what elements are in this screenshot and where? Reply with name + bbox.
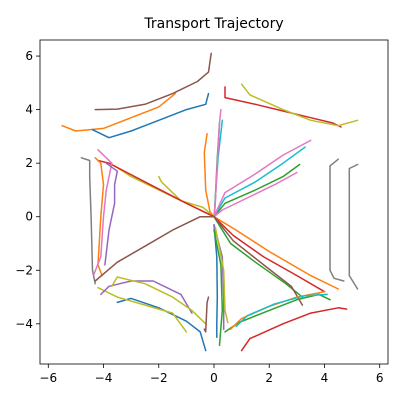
trajectory-line-18 <box>94 157 105 277</box>
trajectory-line-37 <box>240 307 348 352</box>
trajectory-line-17 <box>80 157 96 285</box>
trajectory-line-2 <box>61 92 177 132</box>
trajectory-line-30 <box>100 280 193 314</box>
trajectory-line-19 <box>93 149 113 276</box>
trajectory-line-21 <box>94 215 215 282</box>
x-axis: −6 −4 −2 0 2 4 6 <box>39 364 384 385</box>
x-tick-label: 4 <box>321 371 329 385</box>
trajectory-line-1 <box>94 52 212 111</box>
trajectory-line-40 <box>235 293 328 328</box>
trajectory-line-6 <box>203 132 215 218</box>
trajectory-line-31 <box>111 276 207 325</box>
y-tick-label: −2 <box>15 263 33 277</box>
x-tick-label: 6 <box>376 371 384 385</box>
trajectory-line-34 <box>213 229 224 347</box>
x-tick-label: 2 <box>265 371 273 385</box>
trajectory-line-32 <box>203 296 210 333</box>
y-tick-label: 4 <box>25 103 33 117</box>
y-tick-label: −4 <box>15 317 33 331</box>
trajectory-line-20 <box>104 162 119 266</box>
trajectory-line-12 <box>213 139 312 218</box>
trajectory-line-36 <box>214 226 229 324</box>
x-tick-label: −4 <box>95 371 113 385</box>
trajectory-line-22 <box>329 158 345 282</box>
x-tick-label: −6 <box>39 371 57 385</box>
y-tick-label: 0 <box>25 210 33 224</box>
y-tick-label: 2 <box>25 156 33 170</box>
trajectory-line-28 <box>116 297 207 352</box>
series-layer <box>61 52 359 352</box>
trajectory-line-23 <box>348 163 359 290</box>
trajectory-line-24 <box>213 215 340 290</box>
trajectory-line-4 <box>224 86 342 128</box>
trajectory-line-11 <box>213 146 306 218</box>
x-tick-label: 0 <box>210 371 218 385</box>
trajectory-line-10 <box>213 163 301 218</box>
y-tick-label: 6 <box>25 49 33 63</box>
x-tick-label: −2 <box>150 371 168 385</box>
trajectory-line-29 <box>97 286 188 333</box>
trajectory-line-9 <box>213 108 222 218</box>
trajectory-line-25 <box>213 215 326 293</box>
trajectory-line-13 <box>213 171 298 218</box>
y-axis: −4 −2 0 2 4 6 <box>15 49 40 331</box>
trajectory-line-33 <box>213 224 219 338</box>
trajectory-line-27 <box>213 215 304 306</box>
trajectory-line-5 <box>240 83 359 127</box>
trajectory-line-26 <box>213 215 304 298</box>
trajectory-line-16 <box>97 159 215 218</box>
chart-title: Transport Trajectory <box>143 16 283 32</box>
trajectory-line-3 <box>91 92 210 139</box>
